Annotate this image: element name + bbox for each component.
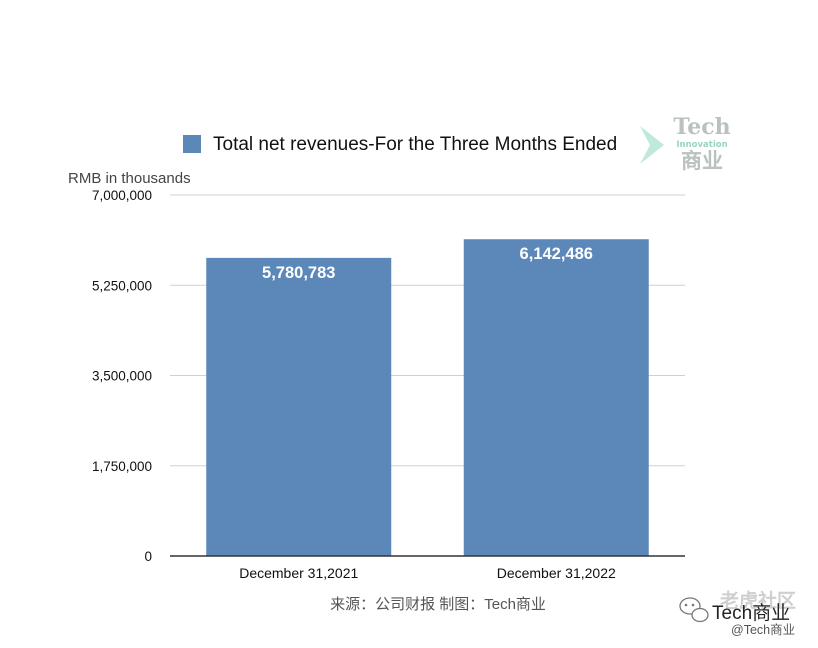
watermark-line3: 商业 bbox=[681, 149, 723, 173]
legend: Total net revenues-For the Three Months … bbox=[183, 134, 617, 155]
watermark-line2: Innovation bbox=[676, 140, 727, 150]
y-tick-label: 7,000,000 bbox=[92, 188, 152, 203]
y-axis-label: RMB in thousands bbox=[68, 170, 191, 187]
x-tick-labels: December 31,2021 December 31,2022 bbox=[239, 565, 616, 581]
y-tick-label: 1,750,000 bbox=[92, 459, 152, 474]
legend-swatch bbox=[183, 135, 201, 153]
watermark-line1: Tech bbox=[673, 114, 730, 140]
x-tick-label: December 31,2022 bbox=[497, 565, 616, 581]
y-tick-label: 3,500,000 bbox=[92, 369, 152, 384]
watermark-arrow-icon bbox=[640, 126, 664, 164]
data-labels: 5,780,783 6,142,486 bbox=[262, 245, 593, 282]
chat-bubble-icon bbox=[679, 597, 709, 623]
corner-badge-cn: 老虎社区 bbox=[720, 589, 796, 612]
source-note: 来源：公司财报 制图：Tech商业 bbox=[330, 596, 546, 613]
watermark-logo: Tech Innovation 商业 bbox=[640, 114, 731, 173]
bars bbox=[206, 239, 649, 557]
corner-badge: 老虎社区 Tech商业 @Tech商业 bbox=[679, 589, 796, 637]
bar bbox=[463, 239, 649, 557]
y-tick-labels: 0 1,750,000 3,500,000 5,250,000 7,000,000 bbox=[92, 188, 152, 564]
legend-label: Total net revenues-For the Three Months … bbox=[213, 134, 617, 155]
y-tick-label: 5,250,000 bbox=[92, 278, 152, 293]
x-tick-label: December 31,2021 bbox=[239, 565, 358, 581]
bar bbox=[206, 257, 392, 556]
data-label: 6,142,486 bbox=[520, 245, 593, 263]
corner-badge-sub: @Tech商业 bbox=[731, 622, 795, 637]
corner-badge-main: Tech商业 bbox=[712, 602, 790, 624]
data-label: 5,780,783 bbox=[262, 264, 335, 282]
y-tick-label: 0 bbox=[144, 549, 152, 564]
